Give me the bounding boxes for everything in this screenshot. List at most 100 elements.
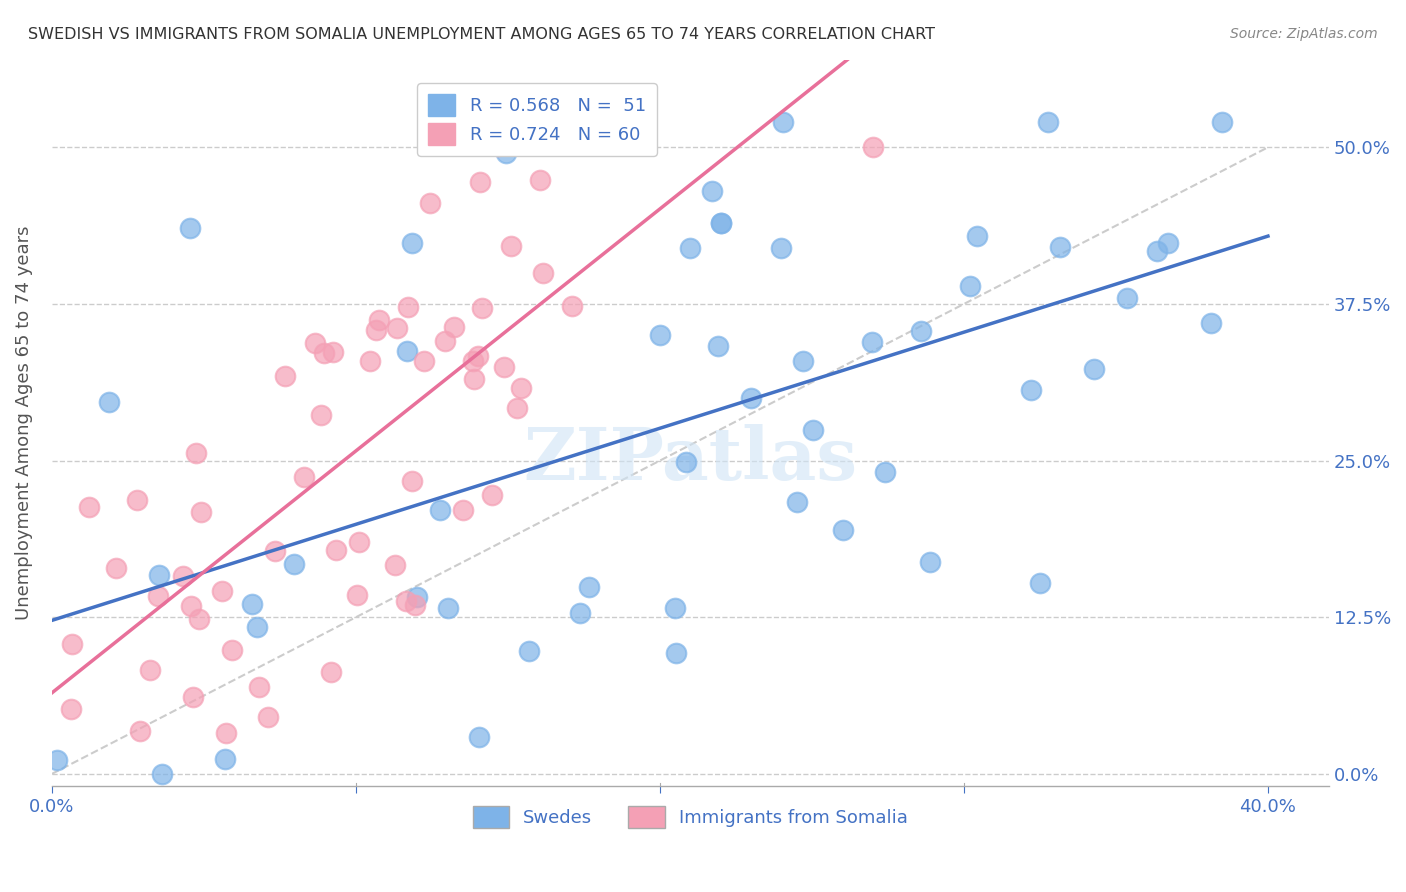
Point xyxy=(531,266,554,280)
Point xyxy=(467,349,489,363)
Point xyxy=(359,354,381,368)
Point xyxy=(1157,235,1180,250)
Point xyxy=(492,360,515,375)
Y-axis label: Unemployment Among Ages 65 to 74 years: Unemployment Among Ages 65 to 74 years xyxy=(15,226,32,620)
Point xyxy=(568,606,591,620)
Point xyxy=(146,589,169,603)
Text: SWEDISH VS IMMIGRANTS FROM SOMALIA UNEMPLOYMENT AMONG AGES 65 TO 74 YEARS CORREL: SWEDISH VS IMMIGRANTS FROM SOMALIA UNEMP… xyxy=(28,27,935,42)
Point xyxy=(578,580,600,594)
Point xyxy=(214,752,236,766)
Point xyxy=(148,568,170,582)
Point xyxy=(436,600,458,615)
Point xyxy=(1019,383,1042,397)
Point xyxy=(180,599,202,613)
Point xyxy=(700,184,723,198)
Point xyxy=(1201,317,1223,331)
Point xyxy=(129,724,152,739)
Point xyxy=(346,588,368,602)
Legend: Swedes, Immigrants from Somalia: Swedes, Immigrants from Somalia xyxy=(465,799,915,836)
Point xyxy=(1049,240,1071,254)
Point xyxy=(740,391,762,405)
Point xyxy=(138,664,160,678)
Point xyxy=(292,470,315,484)
Point xyxy=(394,594,416,608)
Point xyxy=(321,665,343,679)
Point xyxy=(347,534,370,549)
Point xyxy=(486,139,509,153)
Point xyxy=(1083,362,1105,376)
Point xyxy=(1146,244,1168,258)
Point xyxy=(443,319,465,334)
Point xyxy=(710,215,733,229)
Point xyxy=(710,215,733,229)
Point xyxy=(862,140,884,154)
Point xyxy=(406,591,429,605)
Point xyxy=(481,488,503,502)
Point xyxy=(664,601,686,615)
Point xyxy=(364,323,387,337)
Point xyxy=(190,505,212,519)
Point xyxy=(150,767,173,781)
Point xyxy=(412,354,434,368)
Point xyxy=(273,368,295,383)
Point xyxy=(264,543,287,558)
Point xyxy=(860,335,883,350)
Point xyxy=(770,241,793,255)
Point xyxy=(875,466,897,480)
Text: Source: ZipAtlas.com: Source: ZipAtlas.com xyxy=(1230,27,1378,41)
Point xyxy=(510,381,533,395)
Point xyxy=(665,646,688,660)
Point xyxy=(60,702,83,716)
Point xyxy=(172,569,194,583)
Point xyxy=(215,725,238,739)
Point xyxy=(910,324,932,338)
Point xyxy=(401,235,423,250)
Point xyxy=(679,241,702,255)
Point xyxy=(97,395,120,409)
Point xyxy=(396,300,419,314)
Point xyxy=(221,643,243,657)
Point xyxy=(368,312,391,326)
Point xyxy=(706,339,728,353)
Point xyxy=(384,558,406,572)
Point xyxy=(470,175,492,189)
Point xyxy=(309,408,332,422)
Point xyxy=(831,523,853,537)
Point xyxy=(468,730,491,744)
Point xyxy=(419,195,441,210)
Point xyxy=(304,335,326,350)
Point xyxy=(959,279,981,293)
Point xyxy=(127,493,149,508)
Point xyxy=(803,423,825,437)
Point xyxy=(451,503,474,517)
Point xyxy=(792,354,814,368)
Point xyxy=(179,221,201,235)
Point xyxy=(257,710,280,724)
Point xyxy=(1036,115,1059,129)
Point xyxy=(211,583,233,598)
Point xyxy=(247,681,270,695)
Point xyxy=(561,299,583,313)
Point xyxy=(184,445,207,459)
Point xyxy=(404,598,426,612)
Point xyxy=(325,543,347,558)
Point xyxy=(1029,575,1052,590)
Point xyxy=(187,612,209,626)
Point xyxy=(322,344,344,359)
Text: ZIPatlas: ZIPatlas xyxy=(523,424,858,495)
Point xyxy=(506,401,529,415)
Point xyxy=(314,346,336,360)
Point xyxy=(401,474,423,488)
Point xyxy=(772,115,794,129)
Point xyxy=(501,239,523,253)
Point xyxy=(648,328,671,343)
Point xyxy=(529,173,551,187)
Point xyxy=(104,561,127,575)
Point xyxy=(463,372,485,386)
Point xyxy=(242,597,264,611)
Point xyxy=(517,644,540,658)
Point xyxy=(471,301,494,315)
Point xyxy=(60,637,83,651)
Point xyxy=(918,555,941,569)
Point xyxy=(429,503,451,517)
